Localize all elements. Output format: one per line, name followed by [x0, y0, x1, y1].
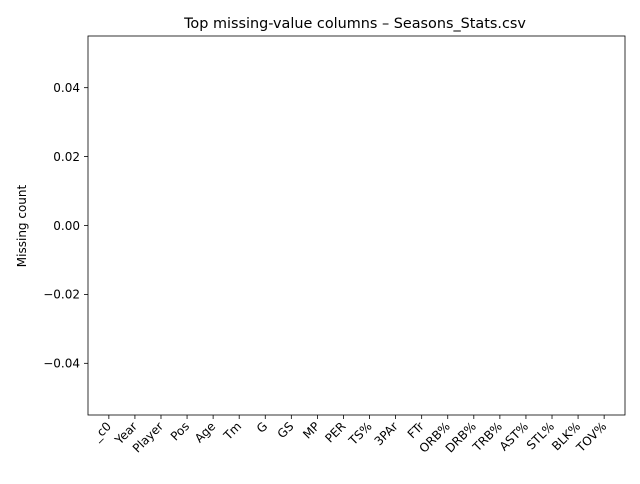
x-tick-label-6: G	[254, 419, 270, 435]
x-tick-label-9: PER	[322, 419, 348, 445]
y-tick-label-0: −0.04	[43, 357, 80, 371]
chart-title: Top missing-value columns – Seasons_Stat…	[183, 16, 526, 32]
x-tick-label-11: 3PAr	[372, 419, 401, 448]
y-axis-label: Missing count	[15, 184, 29, 267]
x-tick-label-15: TRB%	[469, 419, 505, 455]
x-tick-label-16: AST%	[497, 419, 531, 453]
x-tick-label-8: MP	[300, 419, 322, 441]
y-tick-label-3: 0.02	[53, 150, 80, 164]
x-tick-label-4: Age	[192, 419, 218, 445]
x-tick-label-5: Tm	[220, 419, 244, 443]
y-tick-label-2: 0.00	[53, 219, 80, 233]
x-tick-label-10: TS%	[345, 419, 374, 448]
axes-frame	[87, 35, 626, 416]
x-tick-label-3: Pos	[168, 419, 192, 443]
y-tick-label-1: −0.02	[43, 288, 80, 302]
x-tick-label-7: GS	[275, 419, 297, 441]
y-tick-label-4: 0.04	[53, 81, 80, 95]
x-tick-label-0: _c0	[89, 419, 114, 444]
